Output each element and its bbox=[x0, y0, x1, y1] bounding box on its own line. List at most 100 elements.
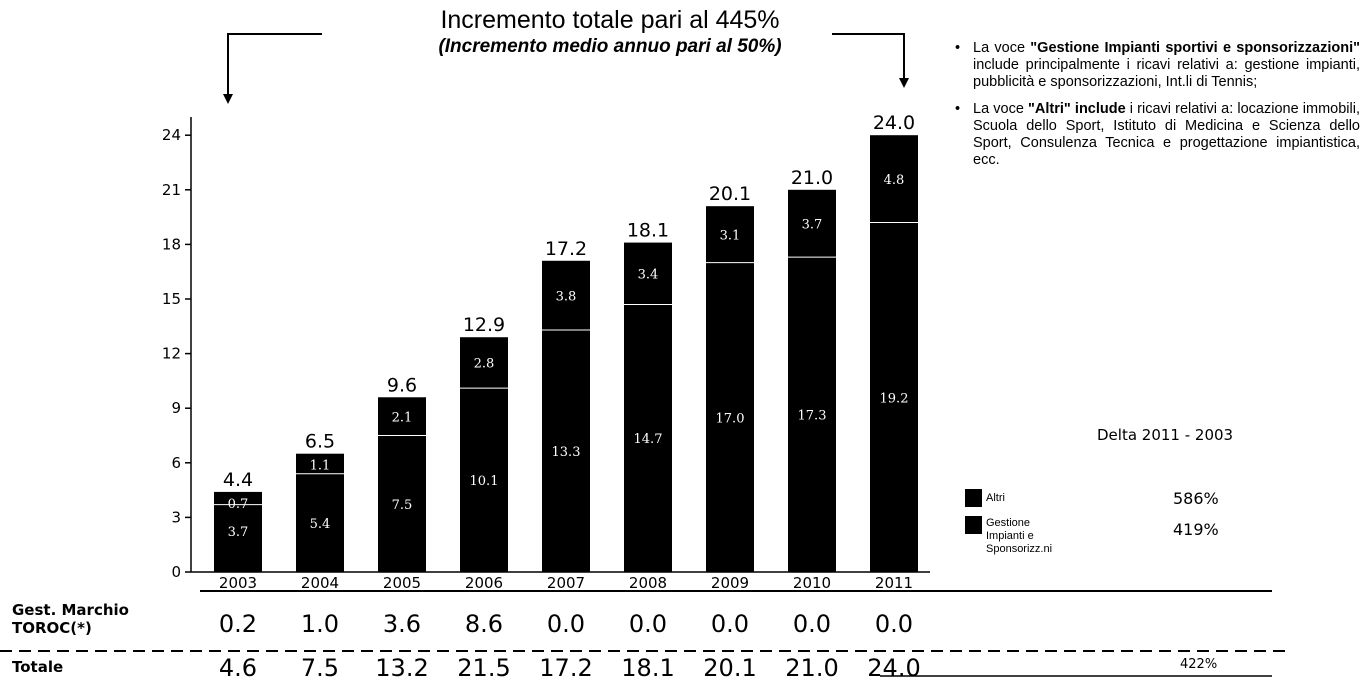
table-cell: 20.1 bbox=[703, 654, 756, 679]
bar-bottom-segment-label: 5.4 bbox=[310, 517, 331, 532]
table-cell: 0.2 bbox=[219, 610, 257, 638]
bar-2003 bbox=[214, 491, 262, 572]
bar-top-segment-label: 0.7 bbox=[228, 497, 249, 512]
note-bold: "Altri" include bbox=[1028, 101, 1126, 117]
table-cell: 0.0 bbox=[711, 610, 749, 638]
y-tick-label: 0 bbox=[171, 563, 181, 581]
bar-2008 bbox=[624, 242, 672, 572]
bar-bottom-segment-label: 3.7 bbox=[228, 525, 249, 540]
headline-subtitle: (Incremento medio annuo pari al 50%) bbox=[438, 36, 782, 57]
bar-top-segment-label: 4.8 bbox=[884, 173, 905, 188]
table-cell: 8.6 bbox=[465, 610, 503, 638]
x-tick-label: 2003 bbox=[219, 574, 257, 592]
note-text: i ricavi relativi a: locazione immobili,… bbox=[973, 101, 1360, 168]
table-cell: 21.5 bbox=[457, 654, 510, 679]
x-tick-label: 2011 bbox=[875, 574, 913, 592]
table-cell: 1.0 bbox=[301, 610, 339, 638]
headline-title: Incremento totale pari al 445% bbox=[440, 6, 780, 34]
bar-top-segment-label: 3.8 bbox=[556, 289, 577, 304]
arrow-right-icon bbox=[832, 33, 909, 88]
x-tick-label: 2008 bbox=[629, 574, 667, 592]
y-tick-label: 6 bbox=[171, 454, 181, 472]
bar-bottom-segment-label: 10.1 bbox=[470, 474, 499, 489]
y-tick-label: 15 bbox=[162, 290, 181, 308]
table-cell: 17.2 bbox=[539, 654, 592, 679]
total-pct: 422% bbox=[1180, 657, 1218, 672]
legend-label-altri: Altri bbox=[986, 492, 1005, 504]
bar-total-label: 20.1 bbox=[709, 183, 751, 205]
bar-total-label: 9.6 bbox=[387, 374, 417, 396]
arrow-left-icon bbox=[223, 33, 322, 104]
bar-total-label: 18.1 bbox=[627, 220, 669, 242]
table-cell: 0.0 bbox=[547, 610, 585, 638]
bar-bottom-segment-label: 7.5 bbox=[392, 498, 413, 513]
bar-2009 bbox=[706, 206, 754, 572]
bar-bottom-segment-label: 17.0 bbox=[716, 411, 745, 426]
legend-label-line1: Gestione Impianti e bbox=[986, 517, 1034, 542]
table-cell: 3.6 bbox=[383, 610, 421, 638]
table-cell: 13.2 bbox=[375, 654, 428, 679]
legend-swatch-altri bbox=[965, 489, 982, 507]
row-label-totale: Totale bbox=[12, 658, 64, 676]
x-tick-label: 2004 bbox=[301, 574, 339, 592]
y-tick-label: 18 bbox=[162, 235, 181, 253]
bar-top-segment-label: 3.7 bbox=[802, 217, 823, 232]
note-bold: "Gestione Impianti sportivi e sponsorizz… bbox=[1030, 40, 1360, 56]
table-cell: 21.0 bbox=[785, 654, 838, 679]
bar-total-label: 4.4 bbox=[223, 469, 253, 491]
bar-top-segment-label: 3.4 bbox=[638, 268, 659, 283]
table-cell: 0.0 bbox=[793, 610, 831, 638]
x-tick-label: 2006 bbox=[465, 574, 503, 592]
notes-list: • La voce "Gestione Impianti sportivi e … bbox=[955, 40, 1360, 179]
note-altri: • La voce "Altri" include i ricavi relat… bbox=[955, 101, 1360, 169]
bar-total-label: 12.9 bbox=[463, 314, 505, 336]
row-label-line1: Gest. Marchio bbox=[12, 601, 129, 619]
bar-2010 bbox=[788, 189, 836, 573]
table-lines: 0.2 1.0 3.6 8.6 0.0 0.0 0.0 0.0 0.0 4.6 7.5 13.2 21.… bbox=[0, 590, 1285, 679]
note-gestione: • La voce "Gestione Impianti sportivi e … bbox=[955, 40, 1360, 91]
legend-value-gestione: 419% bbox=[1173, 520, 1219, 539]
legend-value-altri: 586% bbox=[1173, 489, 1219, 508]
table-cell: 0.0 bbox=[629, 610, 667, 638]
legend-swatch-gestione bbox=[965, 516, 982, 534]
y-tick-label: 12 bbox=[162, 345, 181, 363]
bar-top-segment-label: 2.8 bbox=[474, 357, 495, 372]
bar-total-label: 21.0 bbox=[791, 167, 833, 189]
bars-group: 4.4 0.7 3.7 2003 6.5 1.1 5.4 2004 9.6 2.1 7.5 2005 1… bbox=[214, 112, 918, 592]
bar-total-label: 6.5 bbox=[305, 431, 335, 453]
table-cell: 0.0 bbox=[875, 610, 913, 638]
y-tick-label: 9 bbox=[171, 399, 181, 417]
delta-title: Delta 2011 - 2003 bbox=[1097, 426, 1234, 444]
bar-total-label: 17.2 bbox=[545, 238, 587, 260]
table-cell: 24.0 bbox=[867, 654, 920, 679]
x-tick-label: 2007 bbox=[547, 574, 585, 592]
x-tick-label: 2009 bbox=[711, 574, 749, 592]
bar-2011 bbox=[870, 135, 918, 572]
legend-label-gestione: Gestione Impianti e Sponsorizz.ni bbox=[986, 517, 1052, 556]
headline: Incremento totale pari al 445% (Incremen… bbox=[330, 6, 890, 58]
row-label-line2: TOROC(*) bbox=[12, 619, 92, 637]
bar-total-label: 24.0 bbox=[873, 112, 915, 134]
bar-2006 bbox=[460, 337, 508, 572]
bullet-icon: • bbox=[955, 40, 961, 56]
bar-bottom-segment-label: 19.2 bbox=[880, 391, 909, 406]
bar-bottom-segment-label: 17.3 bbox=[798, 409, 827, 424]
x-tick-label: 2005 bbox=[383, 574, 421, 592]
y-tick-label: 24 bbox=[162, 126, 181, 144]
row-label-gest-marchio: Gest. Marchio TOROC(*) bbox=[12, 601, 129, 637]
note-text: include principalmente i ricavi relativi… bbox=[973, 57, 1360, 90]
bullet-icon: • bbox=[955, 101, 961, 117]
table-cell: 18.1 bbox=[621, 654, 674, 679]
note-text: La voce bbox=[973, 40, 1031, 56]
y-tick-label: 21 bbox=[162, 181, 181, 199]
legend-label-line2: Sponsorizz.ni bbox=[986, 543, 1053, 555]
y-tick-label: 3 bbox=[171, 508, 181, 526]
table-cell: 7.5 bbox=[301, 654, 339, 679]
table-cell: 4.6 bbox=[219, 654, 257, 679]
bar-2007 bbox=[542, 260, 590, 572]
bar-2005 bbox=[378, 397, 426, 572]
x-tick-label: 2010 bbox=[793, 574, 831, 592]
bar-bottom-segment-label: 14.7 bbox=[634, 432, 663, 447]
bar-bottom-segment-label: 13.3 bbox=[552, 445, 581, 460]
